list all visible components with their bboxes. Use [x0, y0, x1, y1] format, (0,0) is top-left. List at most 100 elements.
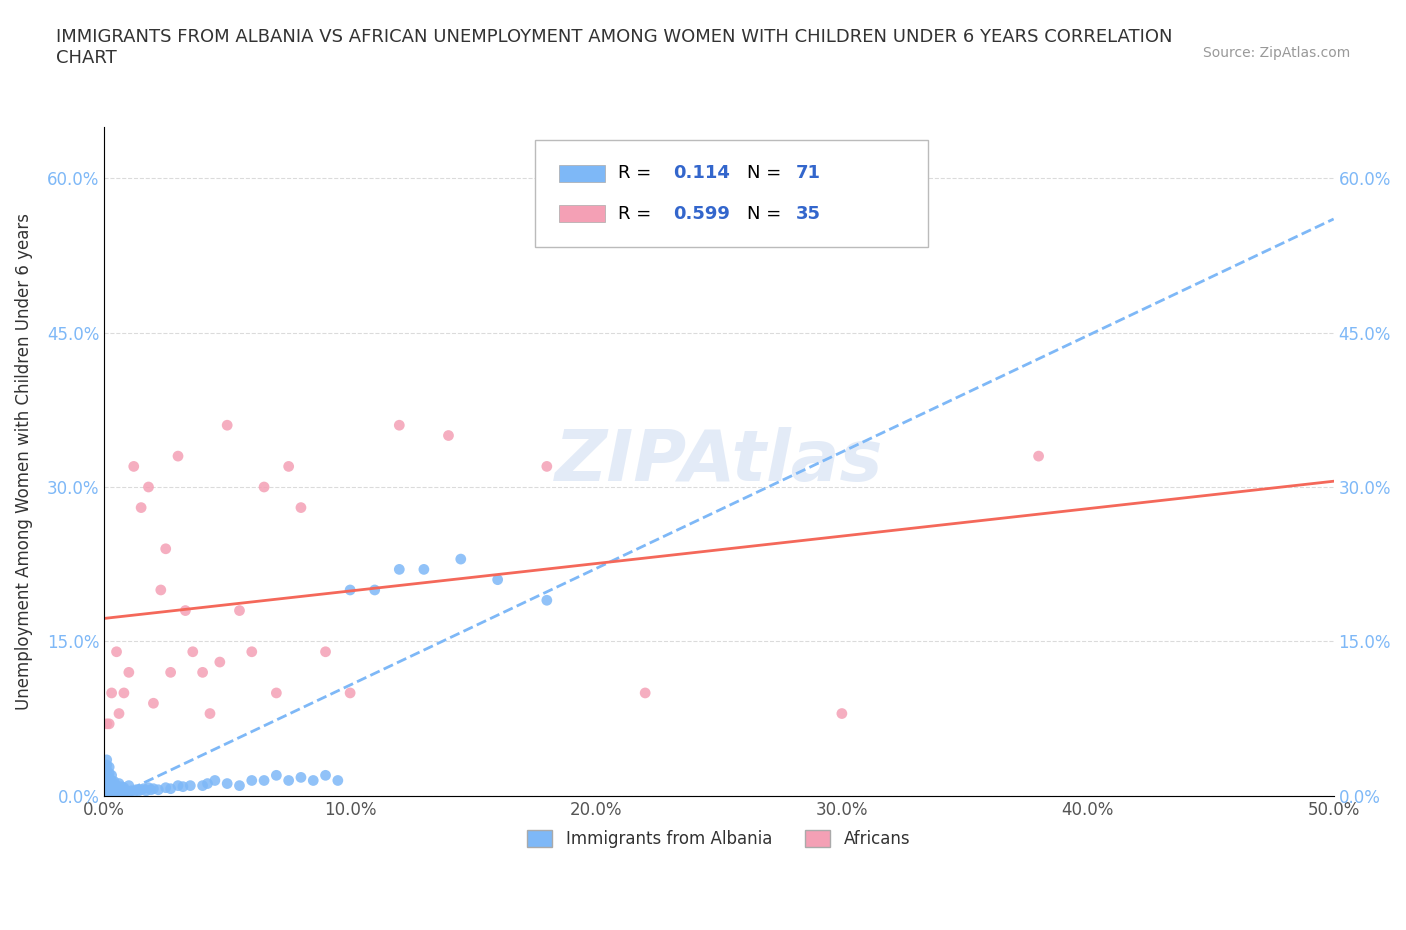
Point: [315, 644, 337, 659]
Point: [96, 786, 118, 801]
Point: [339, 685, 361, 700]
Point: [103, 780, 125, 795]
Point: [132, 781, 155, 796]
Point: [96, 768, 118, 783]
Point: [142, 781, 165, 796]
Point: [128, 783, 150, 798]
Point: [100, 778, 122, 793]
Point: [100, 773, 122, 788]
Point: [228, 604, 250, 618]
Point: [634, 685, 657, 700]
Point: [98, 777, 121, 791]
Text: 35: 35: [796, 205, 821, 222]
Point: [98, 716, 121, 731]
Text: IMMIGRANTS FROM ALBANIA VS AFRICAN UNEMPLOYMENT AMONG WOMEN WITH CHILDREN UNDER : IMMIGRANTS FROM ALBANIA VS AFRICAN UNEMP…: [56, 28, 1173, 67]
FancyBboxPatch shape: [560, 166, 605, 182]
Point: [96, 788, 118, 803]
Point: [277, 459, 299, 474]
Point: [339, 582, 361, 597]
Point: [174, 604, 197, 618]
Text: R =: R =: [617, 205, 657, 222]
Point: [181, 644, 204, 659]
Point: [96, 758, 118, 773]
Point: [266, 768, 288, 783]
Point: [112, 780, 135, 795]
Point: [536, 459, 558, 474]
Point: [138, 780, 160, 795]
Point: [98, 770, 121, 785]
Point: [217, 777, 239, 791]
Point: [98, 760, 121, 775]
Point: [98, 783, 121, 798]
Point: [108, 786, 131, 801]
Point: [122, 784, 145, 799]
Point: [364, 582, 387, 597]
Point: [142, 696, 165, 711]
Point: [103, 784, 125, 799]
Point: [96, 752, 118, 767]
Point: [437, 428, 460, 443]
Point: [326, 773, 349, 788]
Point: [179, 778, 201, 793]
Point: [155, 780, 177, 795]
Text: 71: 71: [796, 165, 821, 182]
Point: [98, 765, 121, 780]
Point: [266, 685, 288, 700]
Point: [100, 768, 122, 783]
Point: [110, 784, 132, 799]
Point: [118, 778, 141, 793]
Point: [118, 784, 141, 799]
Point: [112, 786, 135, 801]
Text: 0.599: 0.599: [673, 205, 730, 222]
Text: 0.114: 0.114: [673, 165, 730, 182]
Point: [129, 782, 152, 797]
Point: [253, 480, 276, 495]
Point: [197, 777, 219, 791]
Point: [108, 777, 131, 791]
Point: [100, 786, 122, 801]
Point: [217, 418, 239, 432]
Legend: Immigrants from Albania, Africans: Immigrants from Albania, Africans: [520, 823, 917, 855]
Point: [100, 782, 122, 797]
Point: [138, 480, 160, 495]
Point: [96, 783, 118, 798]
Text: N =: N =: [747, 165, 786, 182]
Point: [388, 562, 411, 577]
Point: [115, 783, 138, 798]
Point: [120, 783, 142, 798]
FancyBboxPatch shape: [534, 140, 928, 247]
Point: [302, 773, 325, 788]
Point: [167, 778, 190, 793]
Point: [290, 500, 312, 515]
Point: [155, 541, 177, 556]
Point: [486, 572, 509, 587]
Y-axis label: Unemployment Among Women with Children Under 6 years: Unemployment Among Women with Children U…: [15, 213, 32, 710]
Point: [110, 779, 132, 794]
Point: [290, 770, 312, 785]
Point: [103, 774, 125, 789]
Point: [125, 782, 148, 797]
Point: [105, 783, 128, 798]
Point: [118, 665, 141, 680]
Text: ZIPAtlas: ZIPAtlas: [555, 427, 883, 496]
Point: [315, 768, 337, 783]
Point: [450, 551, 472, 566]
Point: [96, 716, 118, 731]
Point: [412, 562, 434, 577]
Text: R =: R =: [617, 165, 657, 182]
Point: [831, 706, 853, 721]
Point: [388, 418, 411, 432]
Point: [277, 773, 299, 788]
Point: [172, 779, 194, 794]
Point: [253, 773, 276, 788]
Point: [148, 782, 170, 797]
Point: [159, 665, 181, 680]
FancyBboxPatch shape: [560, 206, 605, 222]
Point: [105, 778, 128, 793]
Point: [98, 780, 121, 795]
Point: [167, 448, 190, 463]
Point: [240, 644, 263, 659]
Point: [191, 778, 214, 793]
Point: [112, 685, 135, 700]
Point: [240, 773, 263, 788]
